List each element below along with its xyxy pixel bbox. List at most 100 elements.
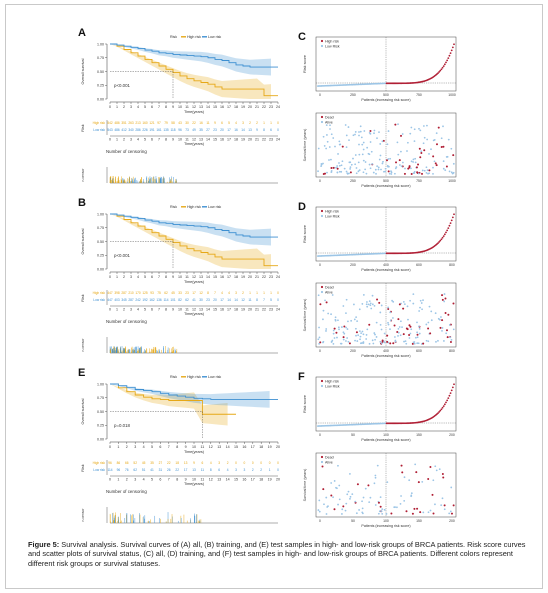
risk-count-high: 52 [133, 461, 137, 465]
p-value-label: p=0.018 [114, 423, 131, 428]
status-x-tick-label: 0 [319, 179, 321, 183]
status-point-alive [349, 473, 351, 475]
status-point-alive [344, 124, 347, 126]
risk-count-low: 35 [199, 128, 203, 132]
risk-row-label-low: Low risk [93, 128, 105, 132]
status-point-dead [400, 464, 403, 467]
censor-y-label: n.censor [81, 338, 85, 352]
risk-x-tick-label: 2 [123, 138, 125, 142]
status-point-dead [441, 473, 444, 476]
panel-letter-e: E [78, 367, 86, 379]
risk-count-high: 3 [235, 291, 237, 295]
status-point-alive [384, 170, 387, 173]
status-point-dead [417, 481, 420, 484]
km-y-tick-label: 0.00 [97, 267, 104, 271]
caption-text: Survival analysis. Survival curves of (A… [28, 540, 526, 568]
km-x-tick-label: 10 [178, 275, 182, 279]
risk-point-high [448, 54, 451, 57]
status-point-alive [337, 503, 339, 506]
status-point-alive [416, 321, 418, 324]
status-point-alive [390, 173, 393, 175]
status-point-alive [388, 172, 391, 175]
status-point-dead [416, 333, 419, 336]
risk-count-high: 287 [121, 291, 127, 295]
risk-count-high: 1 [270, 291, 272, 295]
legend-dead-label: Dead [325, 285, 334, 289]
risk-count-low: 23 [213, 128, 217, 132]
status-point-alive [379, 340, 382, 343]
status-point-alive [435, 132, 438, 135]
status-point-alive [434, 465, 437, 468]
km-x-tick-label: 6 [151, 105, 153, 109]
risk-x-tick-label: 23 [269, 138, 273, 142]
status-point-dead [415, 471, 418, 474]
risk-point-high [450, 49, 453, 52]
status-point-alive [428, 305, 431, 308]
status-point-alive [397, 153, 400, 156]
status-point-alive [332, 343, 335, 345]
ci-band-low [110, 214, 271, 246]
km-y-axis-label: Overall survival [81, 58, 85, 84]
risk-point-high [435, 73, 438, 76]
risk-count-high: 17 [192, 291, 196, 295]
status-point-dead [415, 166, 418, 169]
risk-x-tick-label: 6 [159, 478, 161, 482]
status-point-alive [342, 338, 345, 341]
status-point-alive [400, 150, 402, 153]
status-x-axis-label: Patients (increasing risk score) [361, 184, 410, 188]
status-point-alive [412, 341, 415, 344]
status-point-alive [338, 143, 341, 146]
risk-count-high: 3 [242, 121, 244, 125]
risk-count-high: 79 [164, 121, 168, 125]
status-point-alive [383, 508, 386, 511]
panel-a: A Risk High risk Low risk 1.00 0.75 0.50 0.25 0… [78, 27, 293, 192]
status-x-tick-label: 150 [416, 519, 422, 523]
status-point-alive [357, 170, 360, 173]
risk-x-tick-label: 5 [144, 138, 146, 142]
risk-x-axis-label: Time(years) [184, 142, 205, 146]
risk-point-high [447, 397, 450, 400]
km-y-tick-label: 0.50 [97, 70, 104, 74]
risk-point-high [446, 399, 449, 402]
risk-count-low: 17 [184, 468, 188, 472]
status-point-alive [330, 133, 333, 136]
status-point-alive [447, 138, 450, 141]
km-curve-low [110, 213, 278, 238]
status-point-alive [448, 512, 451, 515]
km-x-tick-label: 4 [137, 105, 139, 109]
km-x-tick-label: 6 [151, 275, 153, 279]
status-point-alive [340, 164, 343, 167]
km-y-tick-label: 0.25 [97, 84, 104, 88]
risk-count-high: 213 [135, 121, 141, 125]
status-point-alive [374, 168, 377, 171]
risk-point-high [440, 68, 443, 71]
risk-count-low: 114 [107, 468, 112, 472]
status-point-alive [334, 166, 336, 169]
status-point-alive [346, 172, 349, 175]
figure-frame [5, 4, 543, 589]
risk-count-high: 7 [214, 291, 216, 295]
status-point-alive [337, 319, 339, 322]
risk-point-high [447, 227, 450, 230]
km-x-tick-label: 20 [248, 105, 252, 109]
status-point-dead [386, 334, 389, 337]
risk-score-y-label: Risk score [303, 55, 307, 73]
status-point-alive [429, 509, 432, 512]
status-point-alive [372, 342, 375, 345]
risk-x-tick-label: 8 [165, 138, 167, 142]
status-x-tick-label: 800 [449, 349, 455, 353]
status-point-dead [411, 342, 414, 345]
status-point-alive [354, 163, 357, 166]
km-panel-a: Risk High risk Low risk 1.00 0.75 0.50 0.25 0.0… [81, 35, 280, 184]
status-point-alive [345, 170, 348, 173]
km-x-tick-label: 0 [109, 275, 111, 279]
risk-count-low: 76 [125, 468, 129, 472]
risk-point-high [437, 242, 439, 244]
status-point-alive [425, 166, 428, 169]
risk-count-high: 1 [270, 121, 272, 125]
km-x-tick-label: 8 [165, 275, 167, 279]
risk-x-tick-label: 18 [234, 308, 238, 312]
status-point-dead [450, 512, 453, 515]
risk-count-high: 6 [202, 461, 204, 465]
legend-low-label: Low Risk [325, 384, 340, 388]
